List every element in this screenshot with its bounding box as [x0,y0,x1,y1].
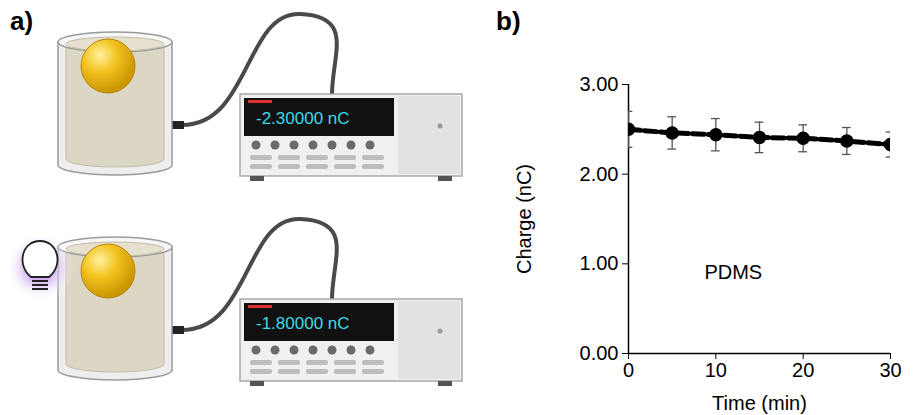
svg-text:0.00: 0.00 [580,342,619,364]
svg-text:-1.80000 nC: -1.80000 nC [256,314,350,333]
html-text:a): a) [10,6,34,36]
svg-text:-2.30000 nC: -2.30000 nC [256,109,350,128]
svg-text:Charge (nC): Charge (nC) [513,164,535,274]
svg-text:Time (min): Time (min) [712,392,807,414]
html-text:b): b) [496,6,521,36]
svg-text:30: 30 [879,359,901,381]
svg-text:2.00: 2.00 [580,163,619,185]
svg-text:3.00: 3.00 [580,73,619,95]
svg-text:20: 20 [792,359,814,381]
svg-text:10: 10 [705,359,727,381]
svg-text:PDMS: PDMS [704,261,762,283]
svg-text:0: 0 [623,359,634,381]
svg-text:1.00: 1.00 [580,252,619,274]
